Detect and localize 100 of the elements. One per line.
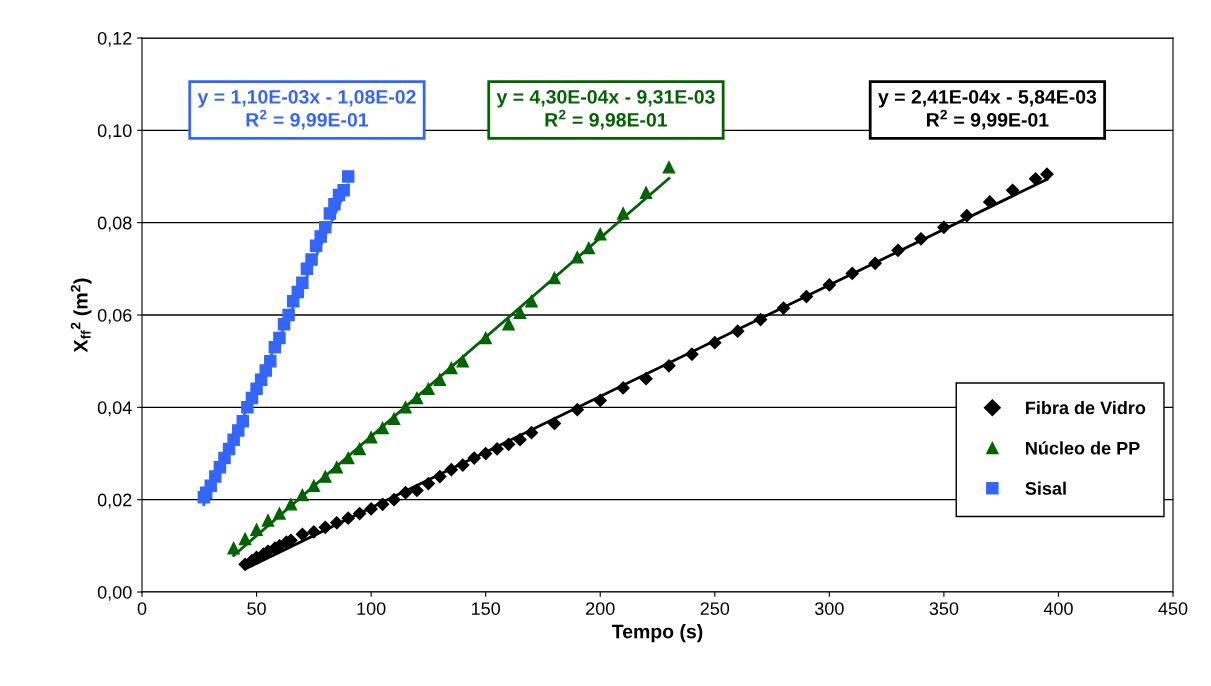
point	[387, 412, 401, 426]
point	[236, 414, 250, 428]
point	[571, 251, 584, 264]
point	[616, 381, 630, 395]
point	[353, 506, 367, 521]
point	[318, 520, 332, 534]
point	[330, 461, 343, 474]
y-tick-label: 0,10	[97, 124, 132, 140]
x-tick-label: 400	[1043, 602, 1073, 615]
point	[250, 523, 263, 536]
point	[1006, 183, 1020, 197]
point	[525, 294, 538, 308]
point	[937, 220, 951, 234]
point	[399, 401, 412, 414]
point	[273, 331, 286, 345]
point	[845, 266, 859, 281]
point	[444, 463, 458, 477]
x-tick-label: 50	[247, 602, 266, 615]
y-tick-label: 0,12	[97, 31, 132, 47]
point	[582, 241, 596, 255]
y-tick-label: 0,06	[97, 308, 132, 324]
point	[341, 511, 355, 525]
point	[570, 403, 584, 417]
point	[490, 442, 504, 456]
point	[456, 354, 470, 368]
point	[456, 458, 470, 472]
point	[410, 391, 424, 405]
point	[731, 324, 745, 338]
annotation: y = 2,41E-04x - 5,84E-03 R$^{2}$ = 9,99E-01	[878, 89, 1097, 130]
point	[708, 336, 722, 350]
x-tick-label: 200	[586, 602, 615, 615]
point	[983, 195, 997, 209]
point	[1028, 172, 1043, 186]
point	[398, 486, 413, 500]
legend-label: Núcleo de PP	[1026, 441, 1140, 455]
annotation: y = 1,10E-03x - 1,08E-02 R$^{2}$ = 9,99E-01	[197, 89, 416, 130]
point	[479, 331, 492, 345]
point	[261, 514, 275, 527]
y-tick-label: 0,08	[97, 216, 132, 232]
point	[685, 347, 699, 361]
point	[502, 317, 515, 331]
point	[433, 469, 447, 484]
x-axis-title: Tempo (s)	[611, 624, 703, 643]
point	[422, 382, 435, 396]
point	[593, 393, 607, 407]
point	[284, 498, 298, 511]
point	[513, 306, 527, 319]
x-tick-label: 300	[814, 602, 844, 615]
point	[467, 451, 481, 465]
point	[662, 161, 676, 174]
point	[364, 502, 378, 516]
x-tick-label: 250	[700, 602, 730, 615]
y-tick-label: 0,02	[97, 493, 132, 509]
y-tick-label: 0,00	[97, 585, 132, 601]
point	[296, 488, 309, 502]
point	[307, 525, 321, 539]
x-tick-label: 150	[471, 602, 501, 615]
x-tick-label: 100	[357, 602, 386, 615]
point	[410, 483, 424, 498]
annotation: y = 4,30E-04x - 9,31E-03 R$^{2}$ = 9,98E-01	[496, 89, 715, 130]
point	[319, 221, 332, 234]
point	[341, 170, 355, 183]
point	[754, 313, 768, 327]
point	[960, 209, 974, 223]
point	[227, 541, 240, 555]
x-tick-label: 0	[137, 602, 147, 615]
y-tick-label: 0,04	[97, 401, 132, 417]
point	[305, 253, 318, 266]
point	[238, 532, 252, 546]
point	[376, 421, 389, 435]
point	[639, 372, 653, 386]
point	[273, 507, 286, 520]
legend-label: Fibra de Vidro	[1026, 401, 1146, 415]
point	[822, 278, 836, 292]
point	[593, 227, 607, 241]
x-tick-label: 350	[929, 602, 959, 615]
point	[421, 476, 435, 491]
point	[295, 527, 309, 541]
point	[639, 186, 653, 199]
point	[501, 437, 516, 451]
point	[662, 359, 676, 373]
point	[387, 493, 401, 507]
point	[319, 470, 332, 483]
point	[330, 516, 344, 530]
point	[616, 207, 630, 220]
point	[1040, 167, 1054, 181]
point	[282, 308, 295, 322]
point	[337, 184, 350, 197]
point	[548, 271, 561, 285]
point	[776, 301, 791, 315]
point	[433, 373, 447, 386]
point	[547, 416, 561, 431]
point	[341, 451, 355, 465]
point	[375, 497, 390, 511]
point	[479, 446, 493, 461]
point	[296, 276, 309, 289]
point	[353, 442, 366, 456]
point	[891, 243, 905, 257]
point	[799, 289, 814, 304]
point	[513, 433, 527, 447]
